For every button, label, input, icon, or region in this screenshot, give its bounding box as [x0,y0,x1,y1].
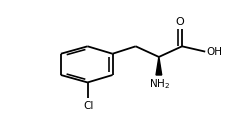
Text: OH: OH [205,47,221,57]
Polygon shape [155,57,161,75]
Text: O: O [174,17,183,27]
Text: NH$_2$: NH$_2$ [149,78,170,91]
Text: Cl: Cl [83,101,93,111]
